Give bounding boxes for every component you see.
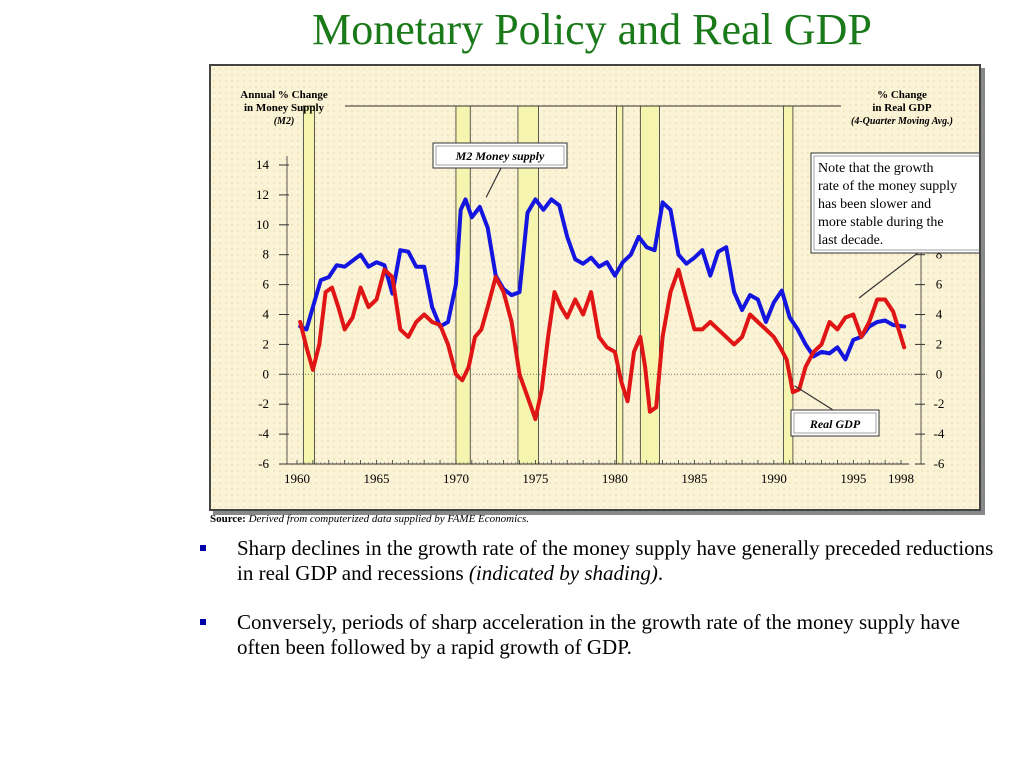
axis-layer: 14 12 10 8 6 4 2 0 -2 -4 -6 8 6 4 2 0 -2 -4 -6 1960 1965 1970… (256, 156, 945, 486)
m2-callout-label: M2 Money supply (455, 149, 545, 163)
slide-title: Monetary Policy and Real GDP (312, 5, 872, 54)
x-tick-label: 1985 (681, 471, 707, 486)
m2-callout-box (432, 142, 568, 169)
gdp-series-line (298, 267, 907, 422)
left-axis-title-line1: Annual % Change (240, 89, 328, 101)
m2-series-line (298, 197, 907, 362)
bullet-marker-icon (200, 545, 206, 551)
right-axis-title-line3: (4-Quarter Moving Avg.) (851, 116, 953, 127)
recession-band (302, 105, 315, 465)
y-tick-label: 0 (263, 366, 270, 381)
bullet-tail: . (657, 561, 664, 585)
right-axis-title-line2: in Real GDP (872, 102, 932, 114)
m2-callout-leader (485, 167, 502, 198)
note-line: more stable during the (818, 215, 944, 230)
right-y-tick-label: 6 (936, 277, 943, 292)
bullet-text: Conversely, periods of sharp acceleratio… (237, 610, 960, 659)
bullet-item: Conversely, periods of sharp acceleratio… (200, 610, 1000, 660)
y-tick-label: 12 (256, 187, 269, 202)
m2-callout-inner (435, 145, 565, 166)
x-tick-label: 1970 (443, 471, 469, 486)
y-tick-label: 8 (263, 247, 270, 262)
y-tick-label: 2 (263, 336, 270, 351)
right-y-tick-label: 8 (936, 247, 943, 262)
left-axis-title-line2: in Money Supply (244, 102, 325, 114)
right-y-tick-label: -2 (934, 396, 945, 411)
gdp-callout-leader (794, 385, 834, 411)
bullet-item: Sharp declines in the growth rate of the… (200, 536, 1000, 586)
y-tick-label: -2 (258, 396, 269, 411)
right-y-tick-label: -6 (934, 456, 945, 471)
bullet-text: Sharp declines in the growth rate of the… (237, 536, 994, 585)
x-tick-label: 1995 (840, 471, 866, 486)
gdp-callout-label: Real GDP (809, 417, 861, 431)
bullet-marker-icon (200, 619, 206, 625)
x-tick-label: 1998 (888, 471, 914, 486)
x-tick-label: 1975 (522, 471, 548, 486)
y-tick-label: 6 (263, 277, 270, 292)
chart-svg: 14 12 10 8 6 4 2 0 -2 -4 -6 8 6 4 2 0 -2 -4 -6 1960 1965 1970… (240, 89, 979, 486)
y-tick-label: 14 (256, 157, 270, 172)
source-line: Source: Derived from computerized data s… (210, 513, 529, 525)
right-y-tick-label: -4 (934, 426, 945, 441)
right-y-tick-label: 0 (936, 366, 943, 381)
right-y-tick-label: 2 (936, 336, 943, 351)
gdp-callout-inner (793, 412, 877, 434)
left-axis-title-line3: (M2) (274, 116, 295, 127)
right-axis-title-line1: % Change (877, 89, 927, 101)
note-box (810, 152, 979, 254)
series-layer (298, 197, 907, 422)
x-tick-label: 1980 (602, 471, 628, 486)
note-box-inner (813, 155, 979, 251)
y-tick-label: -6 (258, 456, 269, 471)
note-line: rate of the money supply (818, 179, 957, 194)
note-leader (858, 248, 924, 299)
y-tick-label: 10 (256, 217, 269, 232)
right-y-tick-label: 4 (936, 307, 943, 322)
x-tick-label: 1990 (761, 471, 787, 486)
gdp-callout-box (790, 409, 880, 437)
note-line: last decade. (818, 233, 883, 248)
x-tick-label: 1965 (363, 471, 389, 486)
y-tick-label: -4 (258, 426, 269, 441)
bullet-emphasis: (indicated by shading) (468, 561, 658, 585)
source-text: Derived from computerized data supplied … (248, 513, 530, 525)
note-line: Note that the growth (818, 161, 933, 176)
bullet-list: Sharp declines in the growth rate of the… (200, 536, 1000, 684)
y-tick-label: 4 (263, 307, 270, 322)
recession-band (616, 105, 624, 465)
note-line: has been slower and (818, 197, 931, 212)
x-tick-label: 1960 (284, 471, 310, 486)
source-label: Source: (210, 513, 246, 525)
chart-frame: 14 12 10 8 6 4 2 0 -2 -4 -6 8 6 4 2 0 -2 -4 -6 1960 1965 1970… (209, 64, 981, 511)
